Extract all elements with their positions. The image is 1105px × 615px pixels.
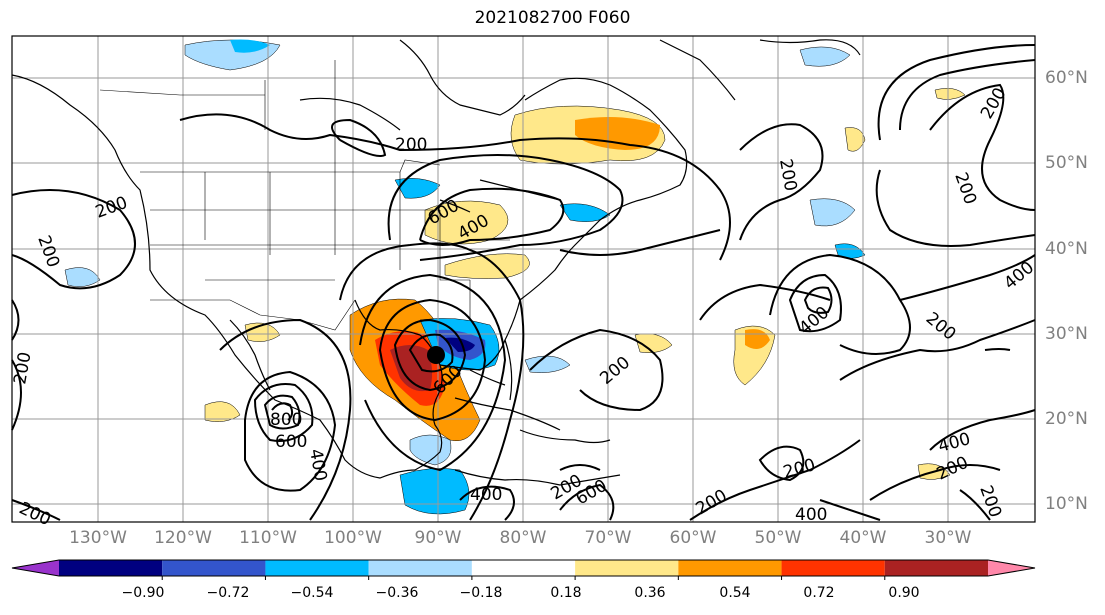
lon-label: 100°W <box>324 528 382 548</box>
lon-label: 40°W <box>839 528 887 548</box>
colorbar-tick-label: 0.36 <box>634 585 666 601</box>
colorbar-outline <box>11 559 1036 577</box>
colorbar-tick-label: −0.90 <box>121 585 165 601</box>
contour-label: 400 <box>795 505 827 525</box>
lat-label: 30°N <box>1045 324 1088 344</box>
lon-label: 30°W <box>924 528 972 548</box>
lat-label: 60°N <box>1045 68 1088 88</box>
colorbar-segment <box>59 560 163 576</box>
colorbar <box>11 559 1036 580</box>
colorbar-segment <box>162 560 266 576</box>
colorbar-tick-label: −0.36 <box>375 585 419 601</box>
contour-lines <box>11 44 1036 521</box>
lon-label: 120°W <box>154 528 212 548</box>
colorbar-segment <box>781 560 885 576</box>
contour-label: 200 <box>395 135 427 155</box>
colorbar-segment <box>368 560 472 576</box>
contour-label: 800 <box>270 410 302 430</box>
colorbar-segment <box>471 560 576 576</box>
colorbar-tick-label: 0.72 <box>803 585 835 601</box>
colorbar-tick-label: 0.54 <box>719 585 751 601</box>
colorbar-tick-label: −0.18 <box>459 585 503 601</box>
map-frame <box>11 35 1036 523</box>
lon-label: 70°W <box>584 528 632 548</box>
colorbar-min-extend <box>12 560 59 576</box>
map-title: 2021082700 F060 <box>474 8 631 28</box>
lon-label: 130°W <box>69 528 127 548</box>
colorbar-segment <box>265 560 369 576</box>
lat-label: 50°N <box>1045 153 1088 173</box>
colorbar-tick-label: 0.90 <box>888 585 920 601</box>
colorbar-segment <box>884 560 988 576</box>
colorbar-segment <box>678 560 782 576</box>
storm-center-marker <box>427 346 445 364</box>
lat-label: 10°N <box>1045 494 1088 514</box>
lon-label: 60°W <box>669 528 717 548</box>
colorbar-tick-label: 0.18 <box>550 585 582 601</box>
lat-label: 20°N <box>1045 409 1088 429</box>
colorbar-tick-label: −0.54 <box>290 585 334 601</box>
lon-label: 80°W <box>499 528 547 548</box>
lon-label: 110°W <box>239 528 297 548</box>
coastlines <box>11 39 861 486</box>
colorbar-max-extend <box>988 560 1035 576</box>
political-borders <box>99 60 510 331</box>
contour-label: 600 <box>275 432 307 452</box>
lat-label: 40°N <box>1045 239 1088 259</box>
contour-label: 400 <box>470 485 502 505</box>
colorbar-tick-label: −0.72 <box>206 585 250 601</box>
lon-label: 50°W <box>754 528 802 548</box>
lon-label: 90°W <box>414 528 462 548</box>
colorbar-segment <box>575 560 679 576</box>
